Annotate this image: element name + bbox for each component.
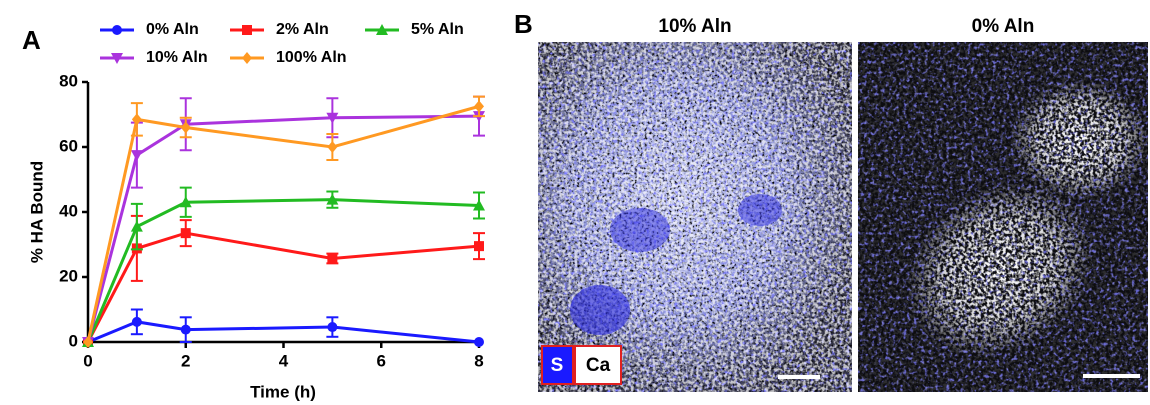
panel-label: A: [22, 25, 41, 55]
y-tick-label: 0: [69, 331, 78, 350]
marker: [474, 100, 484, 113]
micrograph: [538, 42, 852, 392]
marker: [327, 322, 338, 333]
legend-label: 100% Aln: [276, 49, 347, 66]
legend-label: 10% Aln: [146, 49, 208, 66]
marker: [130, 220, 143, 232]
marker: [180, 121, 191, 134]
micrograph: [858, 42, 1148, 392]
marker: [473, 199, 485, 211]
x-tick-label: 8: [474, 351, 483, 370]
marker: [326, 112, 339, 124]
channel-box: [541, 345, 574, 385]
legend-label: 0% Aln: [146, 21, 199, 38]
image-title: 10% Aln: [658, 16, 731, 37]
x-tick-label: 6: [377, 351, 386, 370]
legend-label: 5% Aln: [411, 21, 464, 38]
x-axis-label: Time (h): [250, 382, 316, 401]
marker: [131, 316, 142, 327]
y-axis-label: % HA Bound: [27, 161, 46, 263]
marker: [112, 25, 122, 35]
channel-label: S: [551, 355, 564, 376]
x-tick-label: 2: [181, 351, 190, 370]
marker: [474, 241, 484, 252]
channel-label: Ca: [586, 355, 611, 376]
marker: [242, 52, 252, 64]
series-line: [86, 114, 480, 343]
marker: [83, 336, 93, 348]
marker: [111, 53, 123, 64]
marker: [179, 196, 192, 208]
marker: [180, 228, 191, 239]
series-line: [87, 320, 480, 344]
series-line: [86, 104, 480, 343]
marker: [131, 113, 142, 126]
y-tick-label: 40: [59, 201, 78, 220]
series-line: [86, 231, 480, 343]
x-tick-label: 0: [83, 351, 92, 370]
marker: [474, 337, 484, 347]
image-title: 0% Aln: [972, 16, 1035, 37]
marker: [130, 150, 143, 162]
marker: [242, 25, 252, 35]
marker: [180, 324, 191, 335]
channel-box: [574, 345, 622, 385]
y-tick-label: 60: [59, 136, 78, 155]
x-tick-label: 4: [279, 351, 289, 370]
marker: [376, 24, 388, 35]
panel-label: B: [514, 9, 533, 39]
y-tick-label: 80: [59, 71, 78, 90]
marker: [326, 193, 339, 205]
marker: [327, 141, 338, 153]
legend-label: 2% Aln: [276, 21, 329, 38]
series-line: [86, 198, 480, 343]
marker: [327, 253, 338, 264]
y-tick-label: 20: [59, 266, 78, 285]
